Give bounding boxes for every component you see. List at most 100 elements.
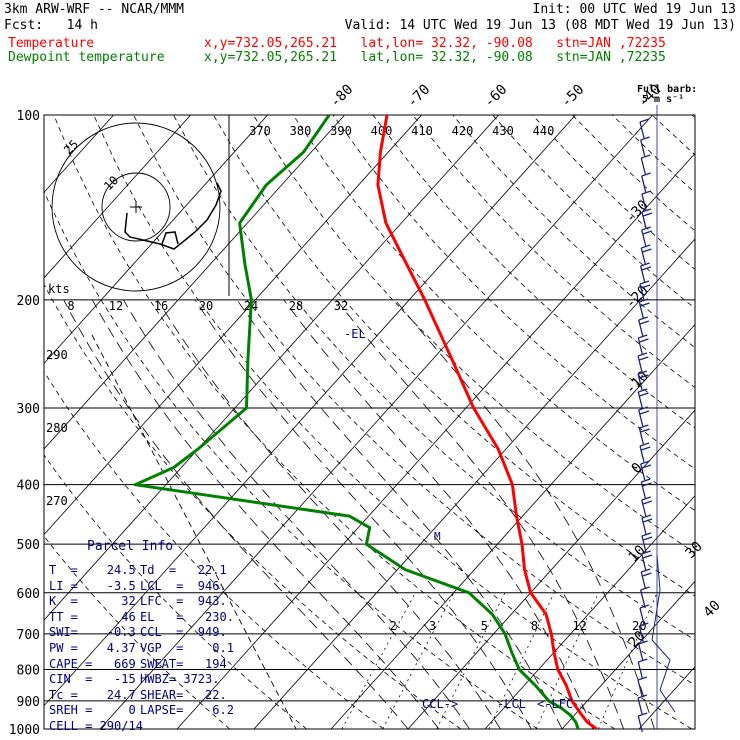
parcel-row-right: SWEAT= 194 [140,656,227,671]
wind-barb-staff [637,355,643,373]
wind-barb-staff [641,553,647,571]
parcel-row-left: CAPE = 669 [49,656,136,671]
mixing-ratio-line [341,592,416,729]
wind-barb-staff [641,499,647,517]
wind-barb-flag [638,712,648,717]
isotherm-label: 40 [701,598,724,621]
wind-barb-flag [640,302,650,307]
wind-barb-staff [637,661,643,679]
wind-barb-flag [641,172,651,177]
wind-barb-flag [641,464,652,469]
wind-scale-unit: kts [48,282,70,296]
temperature-profile-line [376,115,598,729]
wind-barb-staff [640,589,646,607]
wind-barb-flag [639,298,649,303]
hodograph-ring-label: 10 [101,173,121,193]
wind-barb-flag [642,572,652,577]
wind-barb-staff [641,517,647,535]
parcel-row-right: CCL = 949. [140,625,227,640]
wind-barb-staff [639,121,645,139]
dry-adiabat-line [492,115,695,309]
parcel-row-left: CIN = -15 [49,672,136,687]
legend-temperature-info: x,y=732.05,265.21 lat,lon= 32.32, -90.08… [204,36,666,51]
wind-barb-flag [641,550,651,555]
wind-barb-flag [638,640,648,645]
dashed-guide [91,334,297,729]
wind-barb-staff [637,715,643,733]
isotherm-label: -20 [623,283,652,312]
theta-label: 370 [249,124,271,138]
hodo-lower-trace [651,554,676,713]
wind-barb-flag [641,244,651,249]
wind-barb-staff [638,301,644,319]
pressure-tick-label: 900 [17,695,40,710]
init-time: Init: 00 UTC Wed 19 Jun 13 [532,2,737,17]
wind-barb-flag [642,482,652,487]
parcel-row-left: LI = -3.5 [49,578,136,593]
wind-barb-flag [642,518,653,523]
mixing-ratio-line [598,592,658,729]
dry-adiabat-line [412,115,695,389]
wind-barb-staff [639,445,645,463]
isotherm-line [484,495,695,729]
theta-label: 400 [371,124,393,138]
isotherm-line [44,115,576,707]
dry-adiabat-line [452,115,695,349]
isotherm-line [253,238,695,729]
moist-adiabat-line [394,299,655,729]
isotherm-line [716,115,740,729]
pressure-tick-label: 100 [17,109,40,124]
dry-adiabat-line [213,115,695,597]
wind-barb-staff [637,679,643,697]
dry-adiabat-line [44,535,230,729]
isotherm-label: 30 [683,539,706,562]
wind-barb-flag [640,586,650,591]
parcel-row-right: LCL = 946. [140,578,227,593]
dry-adiabat-line [292,115,695,512]
mixing-ratio-label: 2 [390,619,397,633]
dry-adiabat-line [651,115,695,156]
wind-barb-flag [639,622,649,627]
theta-label: 380 [290,124,312,138]
wind-barb-staff [640,247,646,265]
pressure-tick-label: 300 [17,402,40,417]
isotherm-line [330,323,695,729]
wind-barb-staff [641,193,647,211]
parcel-row-left: T = 24.5 [49,563,136,577]
wind-scale-tick: 12 [109,299,123,313]
mixing-ratio-label: 5 [481,619,488,633]
wind-barb-flag [639,356,649,361]
parcel-row-left: K = 32 [49,594,136,609]
parcel-marker: M [434,530,441,543]
model-title: 3km ARW-WRF -- NCAR/MMM [4,2,185,17]
pressure-tick-label: 500 [17,538,40,553]
wind-barb-flag [640,262,650,267]
theta-label: 420 [452,124,474,138]
isotherm-line [44,115,268,365]
moist-adiabat-line [63,299,409,729]
wind-barb-flag [641,190,652,195]
wind-barb-flag [639,424,649,429]
wind-barb-staff [640,463,646,481]
lcl-annotation: -LCL [497,697,526,711]
dry-adiabat-line [691,115,695,119]
isotherm-label: -60 [481,82,510,111]
wind-barb-flag [639,604,650,609]
wind-barb-flag [641,532,652,537]
wind-barb-staff [640,481,646,499]
wind-barb-flag [638,388,648,393]
wind-barb-flag [642,500,653,505]
wind-barb-staff [641,229,647,247]
theta-side-label: 290 [46,348,68,362]
wind-barb-staff [640,571,646,589]
parcel-info-title: Parcel Info [87,539,174,554]
wind-barb-staff [639,283,645,301]
wind-scale-tick: 20 [199,299,213,313]
parcel-row-right: LAPSE= 6.2 [140,703,234,718]
wind-scale-tick: 28 [289,299,303,313]
hodograph-loop [161,231,179,245]
wind-barb-flag [641,208,652,213]
dry-adiabat-line [173,115,695,641]
dry-adiabat-line [53,115,615,729]
